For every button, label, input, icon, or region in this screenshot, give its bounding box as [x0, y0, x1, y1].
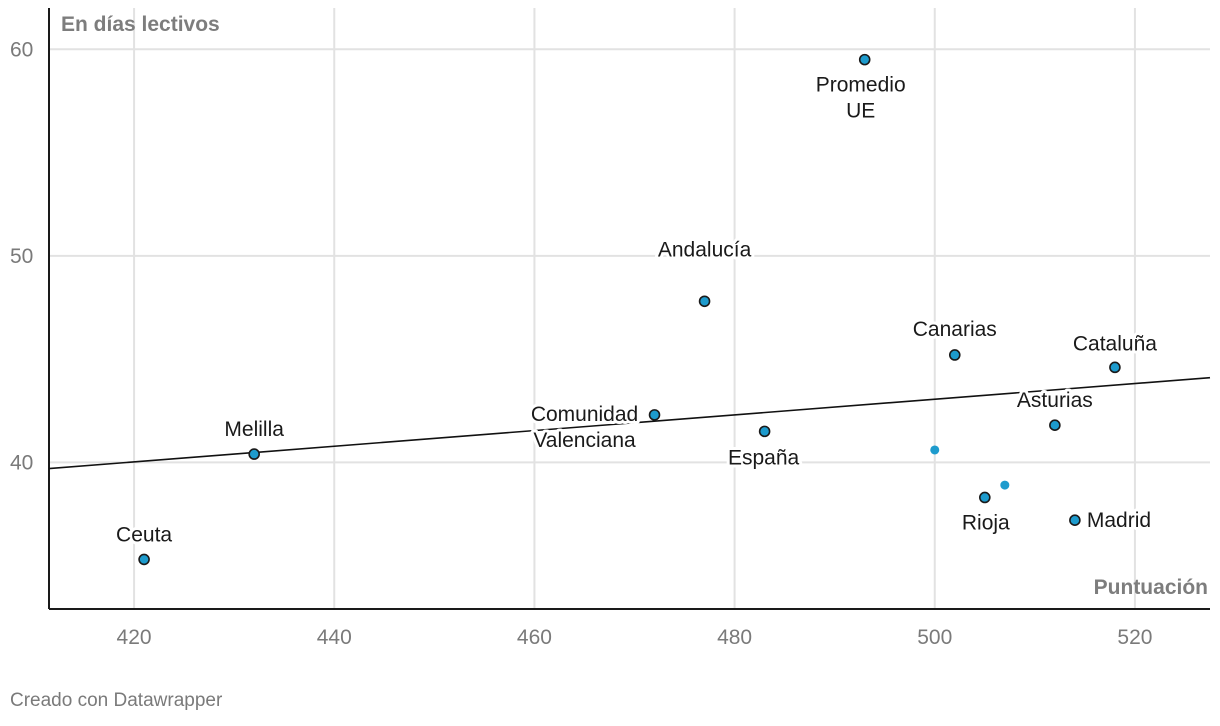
- point-label: Asturias: [1017, 389, 1093, 412]
- y-tick-label: 40: [10, 451, 33, 474]
- point-label: Andalucía: [658, 238, 752, 261]
- x-tick-label: 520: [1117, 626, 1152, 649]
- x-tick-label: 420: [117, 626, 152, 649]
- footer-credit: Creado con Datawrapper: [10, 690, 223, 711]
- y-tick-label: 60: [10, 38, 33, 61]
- point-labels: Promedio UE Andalucía Canarias Cataluña Comun…: [113, 71, 1160, 550]
- point-label: Ceuta: [116, 523, 172, 546]
- point-label: Madrid: [1087, 509, 1151, 532]
- data-point: [1069, 514, 1081, 526]
- data-point: [1049, 419, 1061, 431]
- data-point: [758, 425, 771, 438]
- point-label: Canarias: [913, 318, 997, 341]
- x-tick-label: 440: [317, 626, 352, 649]
- point-label: Rioja: [962, 511, 1010, 534]
- data-point: [858, 53, 871, 66]
- point-label: Promedio UE: [816, 74, 906, 123]
- data-point-unlabeled: [1000, 480, 1010, 490]
- trendline: [48, 376, 1211, 470]
- x-tick-label: 460: [517, 626, 552, 649]
- data-point: [698, 295, 711, 308]
- data-point: [138, 553, 150, 566]
- data-point-unlabeled: [930, 445, 940, 455]
- x-axis-title: Puntuación: [1094, 576, 1208, 599]
- y-tick-label: 50: [10, 245, 33, 268]
- trendline-line: [48, 376, 1211, 470]
- data-point: [979, 491, 991, 504]
- x-tick-label: 480: [717, 626, 752, 649]
- x-tick-label: 500: [917, 626, 952, 649]
- point-label: Melilla: [224, 418, 284, 441]
- grid-lines: [49, 8, 1210, 609]
- point-label: España: [728, 446, 800, 469]
- data-points: [138, 53, 1121, 566]
- axes: 420 440 460 480 500 520 40 50 60: [10, 8, 1210, 649]
- data-point: [1109, 361, 1121, 374]
- scatter-chart: 420 440 460 480 500 520 40 50 60 Promedio UE Andal…: [10, 8, 1211, 649]
- point-label: Comunidad Valenciana: [531, 403, 638, 452]
- data-point: [948, 349, 961, 361]
- point-label: Cataluña: [1073, 332, 1157, 355]
- data-point: [648, 409, 661, 421]
- data-point: [248, 448, 260, 460]
- y-axis-title: En días lectivos: [61, 13, 220, 36]
